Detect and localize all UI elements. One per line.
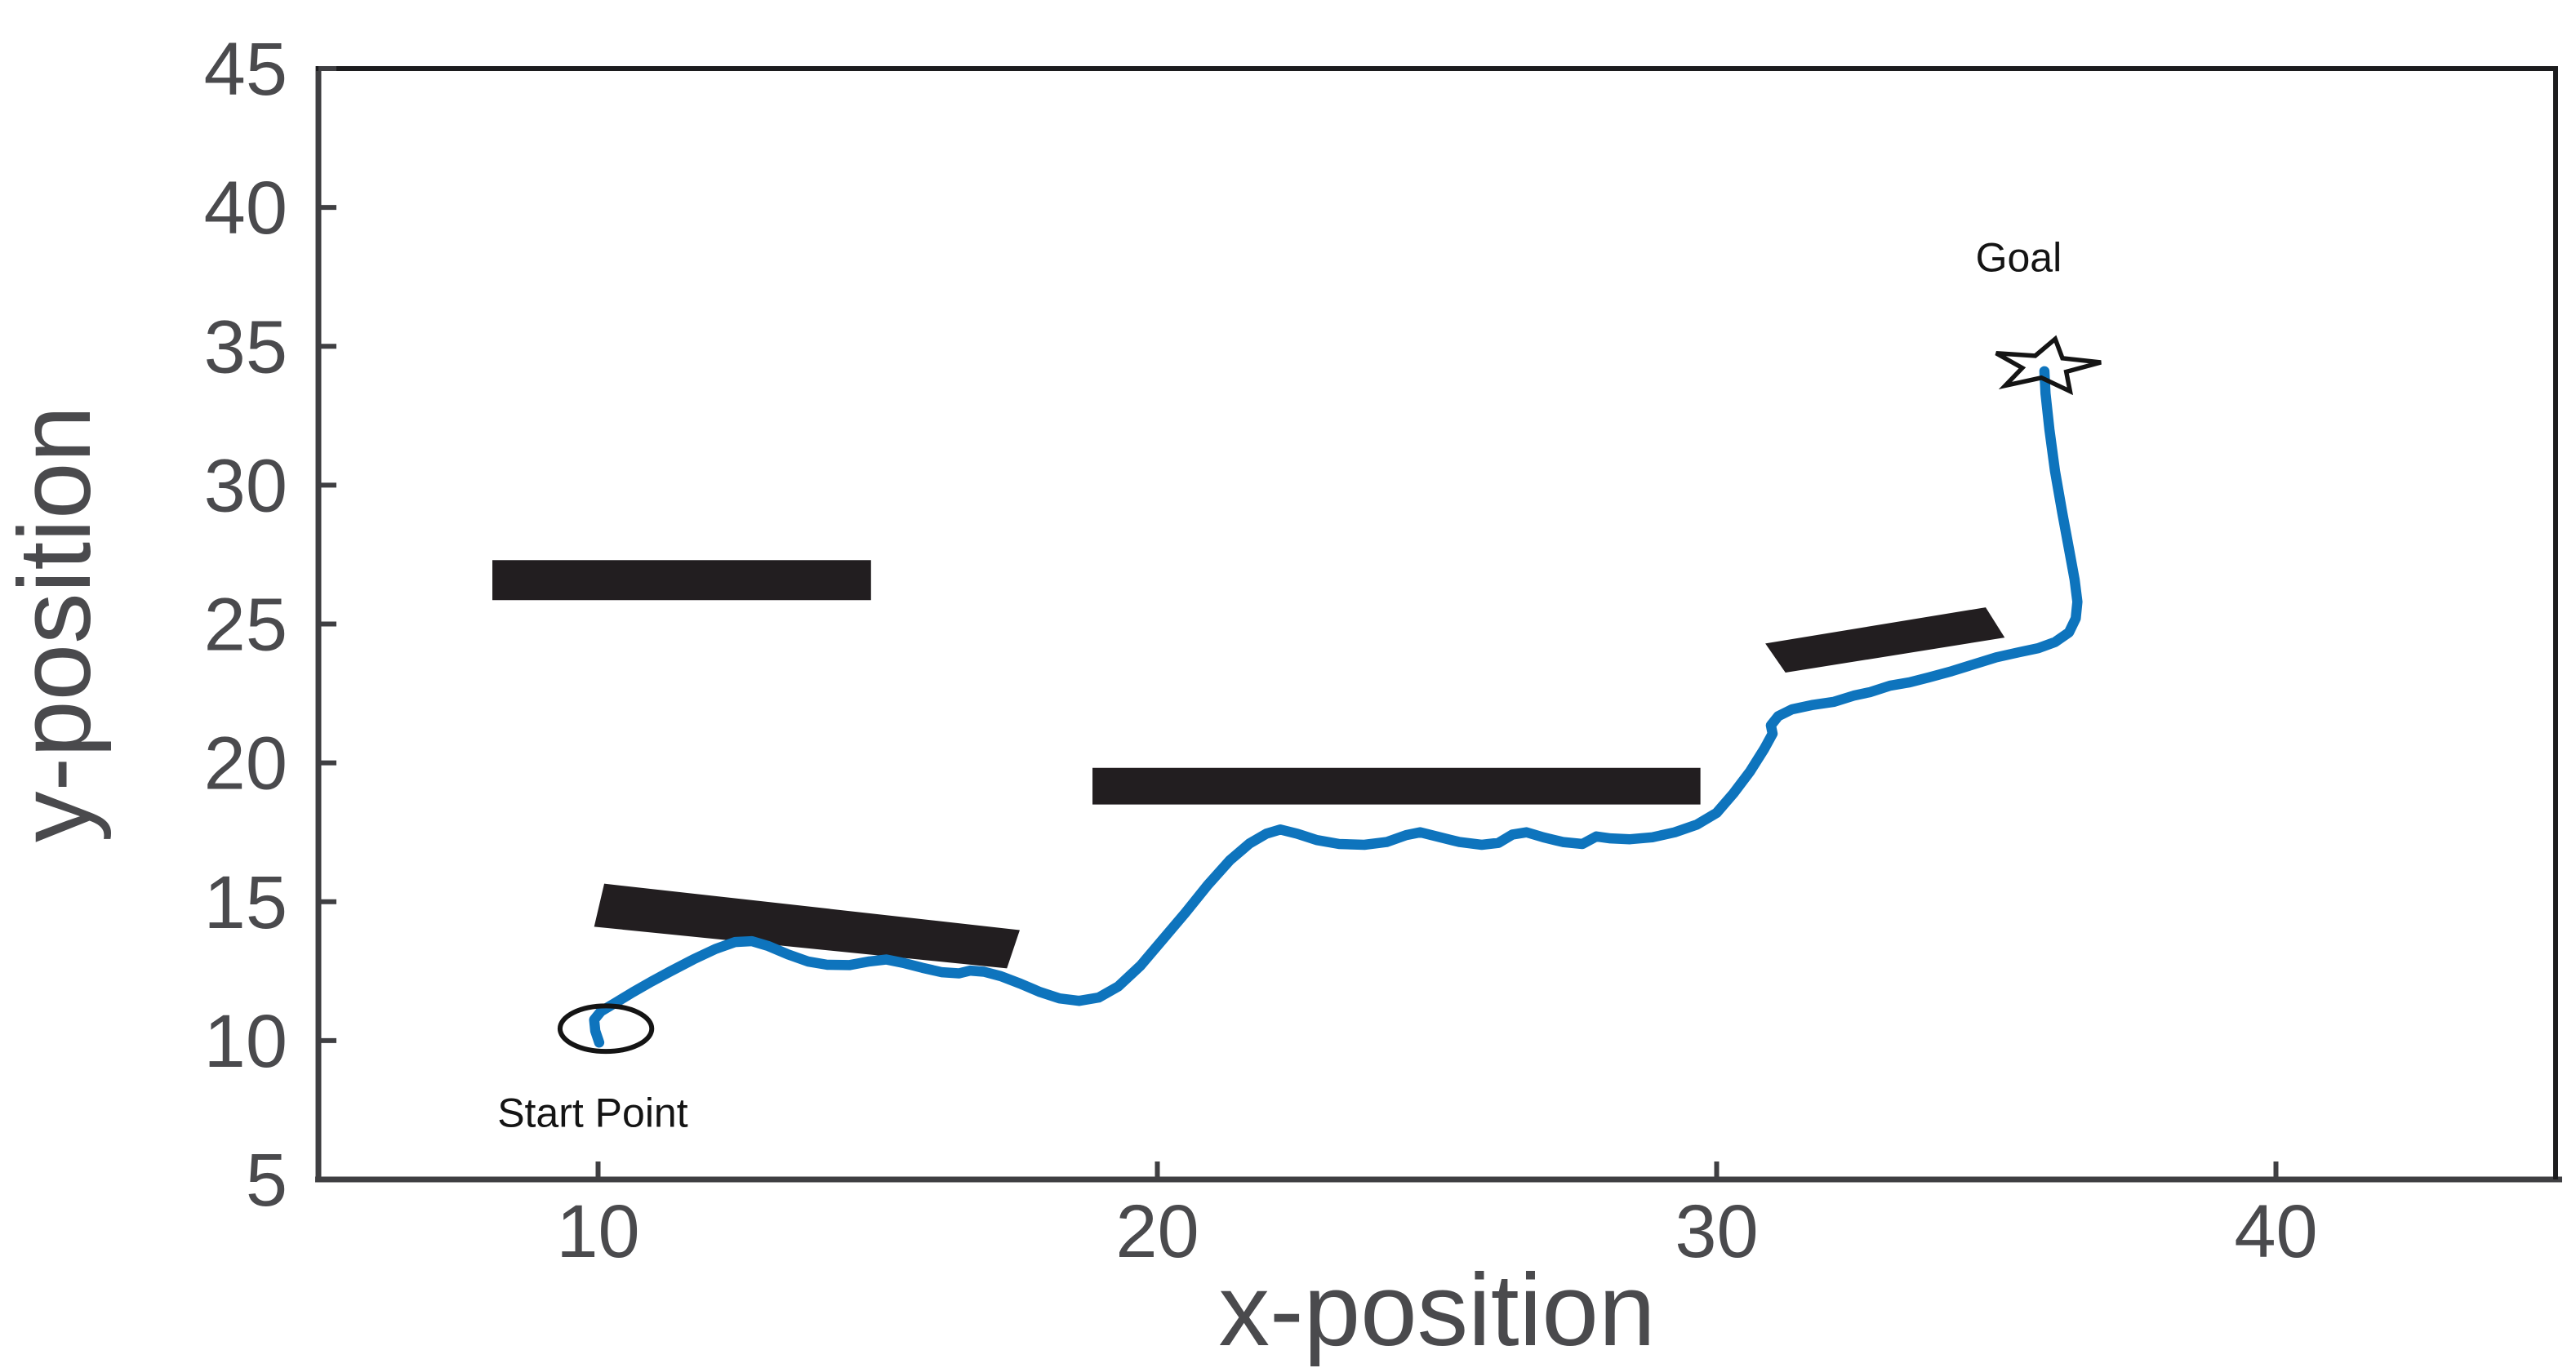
y-tick-label: 5 [246,1139,287,1222]
y-axis-label: y-position [0,406,112,842]
start-point-label: Start Point [497,1090,688,1135]
path-layer [589,366,2083,1048]
x-tick-label: 20 [1115,1190,1199,1273]
start-circle-marker [557,1003,655,1055]
y-tick-label: 15 [204,861,287,944]
obstacle-middle [1092,767,1701,805]
robot-path-line [589,366,2083,1048]
axes-layer: 10 20 30 40 5 10 15 20 25 30 35 40 45 [204,28,2562,1273]
y-tick-label: 25 [204,584,287,667]
obstacle-upper-right [1765,607,2005,673]
x-tick-label: 40 [2234,1190,2317,1273]
x-tick-label: 30 [1675,1190,1758,1273]
y-tick-label: 10 [204,1000,287,1083]
y-tick-label: 35 [204,305,287,389]
obstacle-upper-left [492,560,871,601]
y-tick-label: 30 [204,444,287,527]
goal-star-marker [1995,335,2102,396]
y-tick-label: 20 [204,722,287,806]
obstacle-lower-left [594,883,1020,969]
obstacles-layer [492,560,2005,969]
x-axis-label: x-position [1219,1254,1656,1367]
markers-layer [557,335,2102,1055]
x-tick-label: 10 [556,1190,639,1273]
goal-label: Goal [1976,234,2062,280]
y-tick-label: 40 [204,167,287,250]
y-tick-label: 45 [204,28,287,111]
